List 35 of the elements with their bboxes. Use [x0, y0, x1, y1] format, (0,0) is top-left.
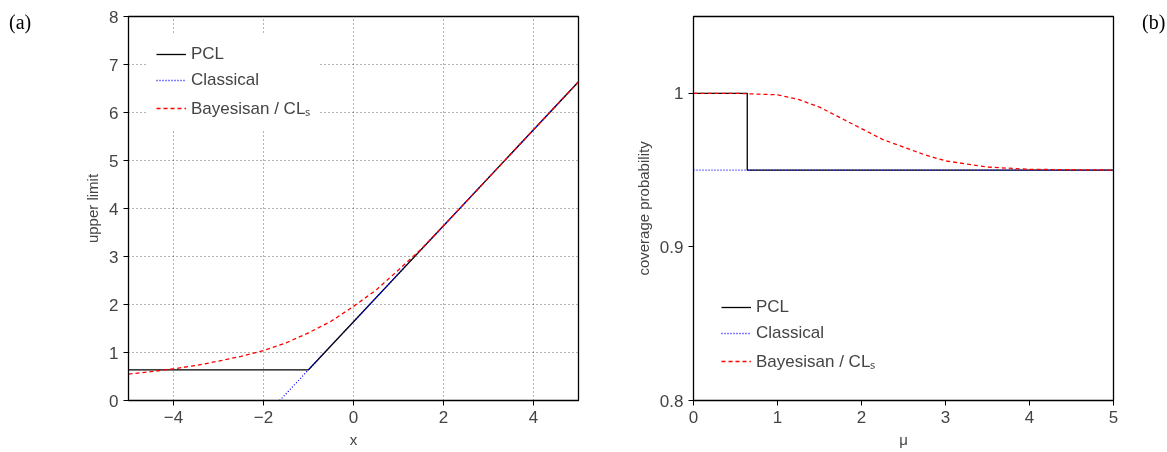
text: (b): [1142, 10, 1166, 36]
y-tick-label: 1: [109, 343, 119, 363]
text: (a): [9, 10, 32, 36]
x-tick-label: −4: [163, 407, 184, 427]
y-tick-label: 6: [109, 103, 119, 123]
y-tick-label: 7: [109, 55, 119, 75]
x-axis-title: μ: [899, 430, 908, 448]
y-tick-label: 8: [109, 7, 119, 27]
x-tick-label: −2: [253, 407, 274, 427]
y-tick-label: 5: [109, 151, 119, 171]
legend-label: Bayesisan / CLₛ: [191, 98, 311, 119]
y-axis-title: coverage probability: [634, 140, 652, 276]
x-tick-label: 4: [528, 407, 539, 427]
x-tick-label: 3: [940, 407, 951, 427]
x-tick-label: 1: [772, 407, 783, 427]
y-tick-label: 2: [109, 295, 119, 315]
x-tick-label: 0: [348, 407, 359, 427]
y-tick-label: 0.8: [659, 391, 684, 411]
x-tick-label: 5: [1108, 407, 1119, 427]
y-tick-label: 4: [109, 199, 119, 219]
y-tick-label: 0: [109, 391, 119, 411]
y-axis-title: upper limit: [84, 173, 102, 244]
legend-label: PCL: [756, 297, 790, 317]
x-tick-label: 4: [1024, 407, 1035, 427]
y-tick-label: 1: [674, 84, 684, 104]
x-tick-label: 0: [688, 407, 699, 427]
legend-label: Classical: [191, 70, 260, 90]
y-tick-label: 0.9: [659, 237, 684, 257]
x-tick-label: 2: [856, 407, 867, 427]
legend-label: PCL: [191, 44, 225, 64]
legend-label: Bayesisan / CLₛ: [756, 351, 876, 372]
x-tick-label: 2: [438, 407, 449, 427]
x-axis-title: x: [349, 430, 358, 448]
legend-label: Classical: [756, 323, 825, 343]
y-tick-label: 3: [109, 247, 119, 267]
